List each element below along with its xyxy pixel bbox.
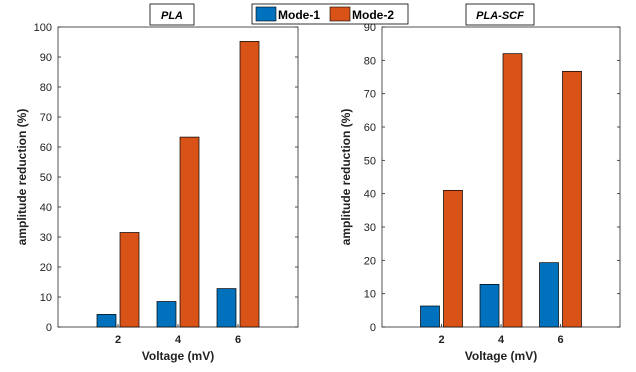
bar-mode-2-4 [179, 136, 200, 328]
x-tick-label: 2 [438, 334, 444, 346]
chart-title: PLA [161, 10, 183, 22]
legend: Mode-1 Mode-2 [251, 3, 409, 25]
x-tick-label: 2 [115, 334, 121, 346]
y-tick-label: 60 [364, 122, 376, 134]
y-tick-label: 100 [34, 22, 52, 34]
y-tick-label: 50 [40, 172, 52, 184]
bar-mode-1-6 [539, 262, 559, 328]
y-axis-label: amplitude reduction (%) [339, 109, 353, 246]
y-tick-label: 10 [364, 289, 376, 301]
bar-mode-2-6 [239, 41, 260, 328]
y-tick-label: 80 [40, 82, 52, 94]
y-tick-label: 10 [40, 292, 52, 304]
bar-mode-2-6 [562, 70, 582, 328]
bar-mode-1-2 [420, 305, 440, 328]
chart-panel-2: 0 10 20 30 40 50 60 70 80 90 2 4 6 Voltage (mV) amplit… [339, 3, 621, 363]
bar-mode-1-4 [156, 301, 177, 328]
bar-mode-2-2 [443, 189, 463, 328]
legend-swatch-mode-2 [329, 6, 351, 22]
y-tick-label: 30 [364, 222, 376, 234]
y-tick-label: 0 [370, 322, 376, 334]
bar-mode-1-6 [216, 288, 237, 328]
y-tick-label: 20 [40, 262, 52, 274]
x-tick-label: 6 [235, 334, 241, 346]
y-axis-label: amplitude reduction (%) [15, 109, 29, 246]
chart-panel-1: 0 10 20 30 40 50 60 70 80 90 100 2 4 6 Voltage (mV) amp… [15, 3, 299, 363]
x-axis-label: Voltage (mV) [142, 349, 214, 363]
legend-label-mode-2: Mode-2 [352, 8, 394, 22]
axes-box [381, 26, 621, 328]
y-tick-label: 30 [40, 232, 52, 244]
title-box [465, 3, 535, 26]
y-tick-label: 50 [364, 155, 376, 167]
bar-mode-2-2 [119, 232, 140, 328]
y-tick-label: 40 [40, 202, 52, 214]
bar-mode-2-4 [502, 53, 523, 328]
chart-title: PLA-SCF [476, 10, 524, 22]
y-tick-label: 20 [364, 255, 376, 267]
y-tick-label: 60 [40, 142, 52, 154]
legend-label-mode-1: Mode-1 [278, 8, 320, 22]
x-tick-label: 6 [557, 334, 563, 346]
title-box [149, 3, 195, 26]
x-tick-label: 4 [175, 334, 182, 346]
y-tick-label: 80 [364, 55, 376, 67]
x-tick-label: 4 [498, 334, 505, 346]
axes-box [57, 26, 299, 328]
y-tick-label: 70 [364, 89, 376, 101]
y-tick-label: 90 [40, 52, 52, 64]
y-tick-label: 40 [364, 189, 376, 201]
y-tick-label: 90 [364, 22, 376, 34]
y-tick-label: 70 [40, 112, 52, 124]
y-tick-label: 0 [46, 322, 52, 334]
legend-swatch-mode-1 [255, 6, 277, 22]
bar-mode-1-2 [96, 314, 117, 328]
bar-mode-1-4 [479, 283, 500, 328]
x-axis-label: Voltage (mV) [465, 349, 537, 363]
